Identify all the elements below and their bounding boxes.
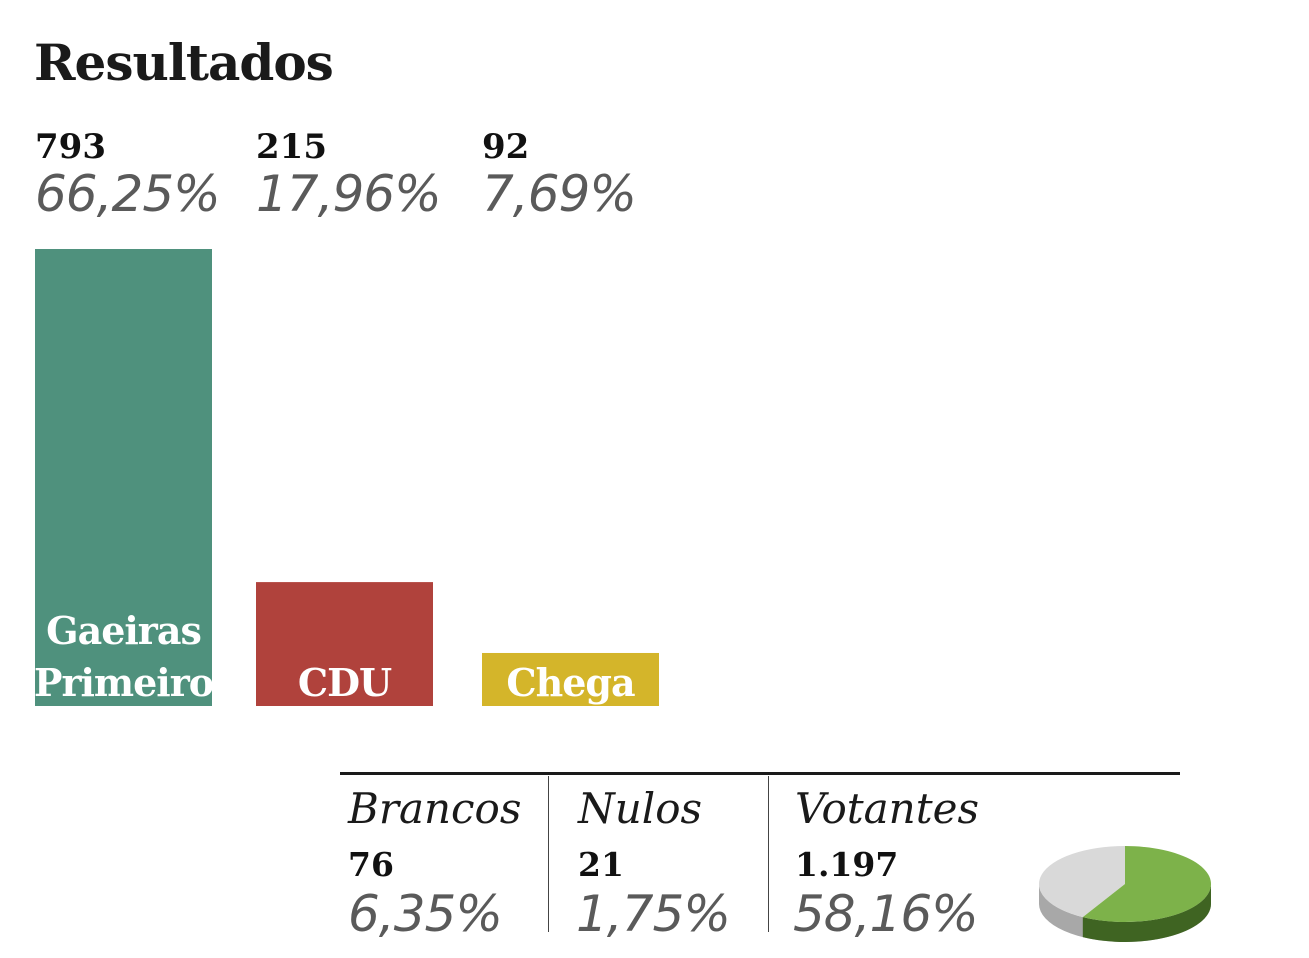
- chart-title: Resultados: [34, 33, 334, 92]
- count-label-1: 215: [256, 127, 327, 167]
- footer-separator-1: [548, 776, 549, 932]
- percent-label-1: 17,96%: [256, 165, 441, 223]
- votantes-count: 1.197: [795, 845, 899, 884]
- nulos-count: 21: [578, 845, 624, 884]
- bar-2: [482, 652, 659, 706]
- bar-1: [256, 582, 433, 706]
- pie-slice-on: [1082, 846, 1211, 922]
- brancos-percent: 6,35%: [348, 885, 503, 943]
- count-label-2: 92: [482, 127, 529, 167]
- pie-slice-off: [1039, 846, 1125, 918]
- pie-side-on: [1082, 884, 1211, 942]
- brancos-label: Brancos: [348, 784, 522, 833]
- percent-label-2: 7,69%: [482, 165, 636, 223]
- votantes-percent: 58,16%: [793, 885, 979, 943]
- bar-0: [35, 249, 212, 706]
- category-label-2: Chega: [506, 660, 635, 705]
- percent-label-0: 66,25%: [35, 165, 220, 223]
- votantes-label: Votantes: [795, 784, 980, 833]
- turnout-pie-chart: [1039, 846, 1211, 942]
- count-label-0: 793: [35, 127, 106, 167]
- nulos-percent: 1,75%: [576, 885, 731, 943]
- category-label-1: CDU: [298, 660, 392, 705]
- footer-divider: [340, 772, 1180, 775]
- category-label-0: Gaeiras Primeiro: [34, 608, 213, 705]
- nulos-label: Nulos: [578, 784, 703, 833]
- brancos-count: 76: [348, 845, 394, 884]
- footer-separator-2: [768, 776, 769, 932]
